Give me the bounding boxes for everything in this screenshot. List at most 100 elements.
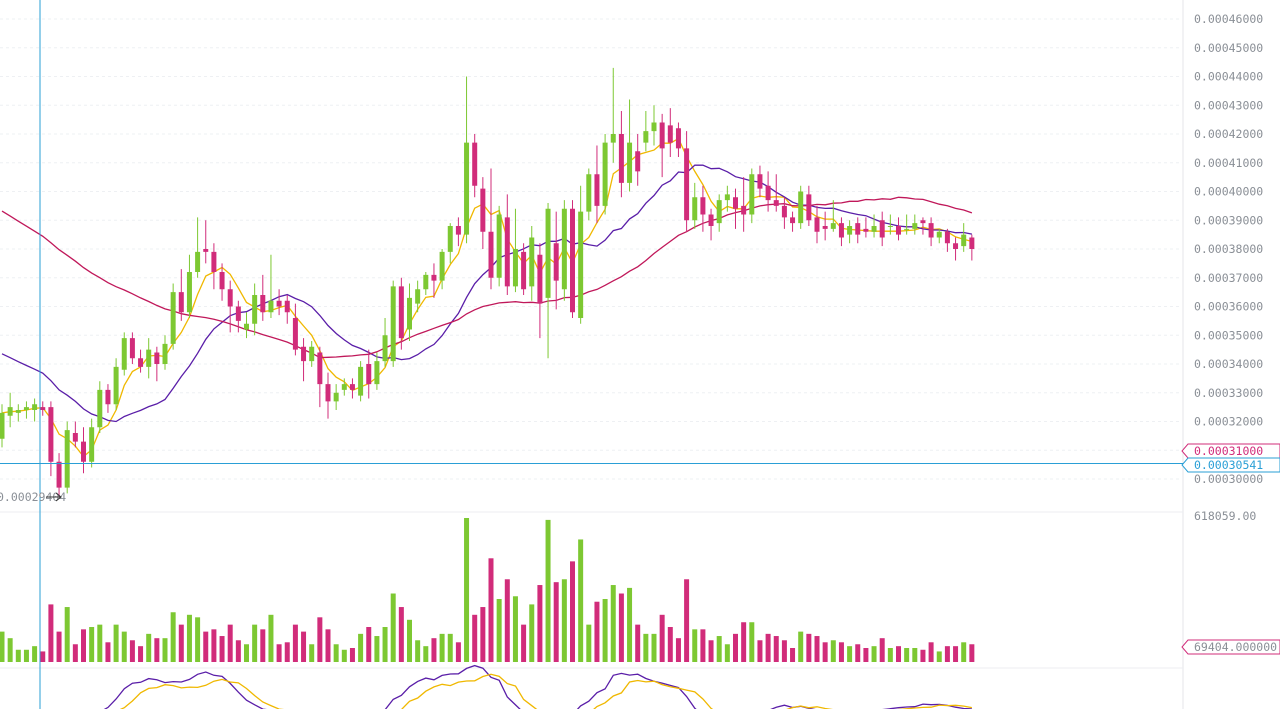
volume-bar xyxy=(708,640,714,662)
candle-body xyxy=(879,220,885,238)
candle xyxy=(822,211,828,241)
candle-body xyxy=(521,251,527,290)
oscillator-pane xyxy=(103,664,973,709)
candle xyxy=(415,280,421,313)
svg-text:0.00031000: 0.00031000 xyxy=(1194,444,1263,458)
candle xyxy=(89,418,95,468)
candle-body xyxy=(692,197,698,221)
candle-body xyxy=(23,407,29,410)
moving-averages xyxy=(1,137,973,458)
candle xyxy=(773,174,779,212)
candle xyxy=(684,131,690,232)
volume-bar xyxy=(537,585,543,662)
candle xyxy=(138,349,144,373)
candle xyxy=(708,208,714,241)
volume-bar xyxy=(781,640,787,662)
candle-body xyxy=(276,300,282,307)
candle-body xyxy=(553,243,559,281)
candle-body xyxy=(781,205,787,218)
volume-bar xyxy=(0,631,5,662)
candle-body xyxy=(545,208,551,298)
candle xyxy=(790,211,796,232)
price-tick-label: 0.00035000 xyxy=(1194,328,1263,342)
candle xyxy=(219,263,225,301)
candle xyxy=(561,200,567,301)
candle xyxy=(235,300,241,333)
candle-body xyxy=(129,338,135,359)
candle xyxy=(904,214,910,235)
candle xyxy=(521,243,527,295)
candle-body xyxy=(561,208,567,290)
candle-body xyxy=(741,205,747,215)
candle xyxy=(211,243,217,290)
candle-body xyxy=(830,223,836,229)
volume-bar xyxy=(23,649,29,662)
volume-bar xyxy=(561,579,567,662)
candle-body xyxy=(504,217,510,287)
candle-body xyxy=(195,251,201,272)
candle-body xyxy=(398,286,404,339)
price-tick-label: 0.00044000 xyxy=(1194,70,1263,84)
volume-bar xyxy=(431,638,437,662)
candle-body xyxy=(105,389,111,405)
candle xyxy=(838,217,844,247)
volume-bar xyxy=(887,648,893,662)
candle-body xyxy=(317,352,323,385)
candle xyxy=(472,134,478,198)
ma-mid-line xyxy=(1,164,973,423)
candle xyxy=(496,205,502,287)
candle xyxy=(488,168,494,290)
volume-bar xyxy=(586,624,592,662)
candle-body xyxy=(32,404,38,410)
candle-body xyxy=(464,142,470,235)
candle xyxy=(643,111,649,152)
candle xyxy=(349,378,355,399)
volume-bar xyxy=(749,622,755,662)
candle xyxy=(32,398,38,422)
volume-bar xyxy=(154,638,160,662)
volume-bar xyxy=(480,607,486,662)
candle-body xyxy=(961,234,967,247)
volume-bar xyxy=(879,638,885,662)
volume-bar xyxy=(790,648,796,662)
candle-body xyxy=(81,441,86,462)
candle-body xyxy=(675,128,681,149)
candle-body xyxy=(651,122,657,132)
candle-body xyxy=(896,226,901,235)
volume-bar xyxy=(798,631,804,662)
price-tick-label: 0.00045000 xyxy=(1194,41,1263,55)
candle-body xyxy=(260,295,266,313)
price-tick-label: 0.00046000 xyxy=(1194,12,1263,26)
candle-body xyxy=(953,243,959,249)
candle xyxy=(806,185,812,226)
candle xyxy=(814,205,820,244)
candle-body xyxy=(765,185,771,201)
last-price-badge: 0.00031000 xyxy=(1181,443,1280,459)
candle xyxy=(480,177,486,249)
candle-body xyxy=(407,297,412,330)
candle xyxy=(594,145,600,224)
candle-body xyxy=(863,228,869,232)
candle-body xyxy=(15,410,21,413)
volume-bar xyxy=(700,629,706,662)
candle xyxy=(81,427,86,474)
volume-bar xyxy=(733,633,738,662)
volume-bar xyxy=(64,607,70,662)
volume-bar xyxy=(178,624,184,662)
volume-bar xyxy=(374,636,380,662)
candle-body xyxy=(186,272,192,313)
candle xyxy=(627,99,633,192)
volume-bar xyxy=(961,642,967,662)
candle xyxy=(578,185,584,324)
candle xyxy=(439,249,445,290)
candle-body xyxy=(871,226,877,232)
volume-bar xyxy=(186,614,192,662)
price-tick-label: 0.00037000 xyxy=(1194,271,1263,285)
candle-body xyxy=(757,174,763,189)
candle xyxy=(15,404,21,422)
candle xyxy=(97,381,103,433)
candle-body xyxy=(154,352,160,364)
volume-bar xyxy=(553,582,559,662)
volume-bar xyxy=(211,629,217,662)
